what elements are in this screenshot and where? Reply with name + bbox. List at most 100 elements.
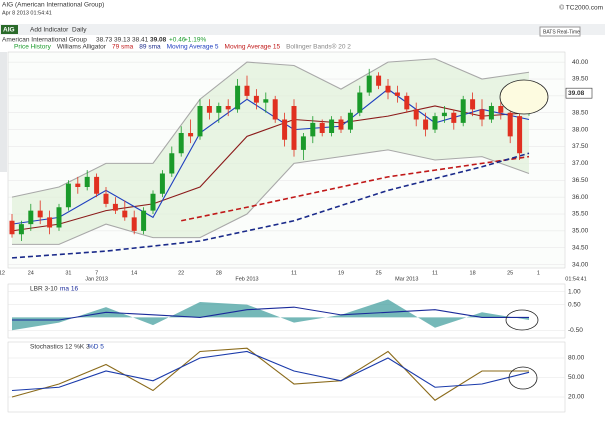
y-tick-label: 35.50 xyxy=(572,211,589,218)
candle-body xyxy=(244,85,250,96)
quote-pct: +1.19% xyxy=(184,37,206,44)
x-tick-label: 18 xyxy=(470,270,476,276)
candle-body xyxy=(28,210,34,225)
feed: BATS Real-Time xyxy=(543,29,580,35)
period[interactable]: Daily xyxy=(72,27,87,34)
legend-entry: Moving Average 5 xyxy=(167,44,219,51)
candle-body xyxy=(282,119,288,140)
candle-body xyxy=(94,176,100,194)
pane-title: LBR 3-10 xyxy=(30,286,58,293)
candle-body xyxy=(432,116,438,130)
candle-body xyxy=(460,99,466,123)
candle-body xyxy=(263,99,269,103)
pane-title: ma 16 xyxy=(60,286,78,293)
candle-body xyxy=(150,193,156,211)
annotation-ellipse xyxy=(505,309,539,331)
legend-entry: Moving Average 15 xyxy=(225,44,281,51)
x-tick-label: 11 xyxy=(432,270,438,276)
x-tick-label: 25 xyxy=(507,270,513,276)
pane-title: %D 5 xyxy=(88,344,104,351)
line xyxy=(11,347,529,401)
x-tick-label: 28 xyxy=(216,270,222,276)
symbol[interactable]: AIG xyxy=(3,27,15,34)
window-title: AIG (American International Group) xyxy=(2,2,104,9)
candle-body xyxy=(347,112,353,130)
candle-body xyxy=(56,207,62,228)
x-tick-label: Jan 2013 xyxy=(85,276,108,282)
candle-body xyxy=(47,217,53,228)
x-tick-label: Feb 2013 xyxy=(235,276,258,282)
symbol-box[interactable] xyxy=(1,25,18,34)
quote-name: American International Group xyxy=(2,37,87,44)
lbr-pane xyxy=(7,283,566,339)
candle-body xyxy=(197,106,203,137)
y-tick-label: 37.00 xyxy=(572,160,589,167)
x-tick-label: 19 xyxy=(338,270,344,276)
y-tick-label: 34.00 xyxy=(572,261,589,268)
candle-body xyxy=(122,210,128,218)
x-tick-label: 14 xyxy=(131,270,137,276)
candle-body xyxy=(216,106,222,113)
x-tick-label: Dec 2012 xyxy=(0,270,5,276)
candle-body xyxy=(272,99,278,120)
area xyxy=(12,299,529,331)
add-indicator[interactable]: Add Indicator xyxy=(30,27,69,34)
candle-body xyxy=(18,224,24,235)
candle-body xyxy=(169,153,175,174)
candle-body xyxy=(84,176,90,187)
x-tick-label: 31 xyxy=(65,270,71,276)
legend-entry: Price History xyxy=(14,44,52,51)
pane-title: Stochastics 12 %K 3 xyxy=(30,344,90,351)
x-tick-label: 01:54:41 xyxy=(565,276,586,282)
y-tick-label: 34.50 xyxy=(572,244,589,251)
last-price-box xyxy=(565,87,593,99)
candle-body xyxy=(253,95,259,103)
y-tick-label: -0.50 xyxy=(568,327,583,334)
candle-body xyxy=(413,109,419,120)
y-tick-label: 0.50 xyxy=(568,301,581,308)
candle-body xyxy=(451,112,457,123)
x-tick-label: 11 xyxy=(291,270,297,276)
y-tick-label: 36.00 xyxy=(572,194,589,201)
candle-body xyxy=(225,106,231,110)
annotation-ellipse xyxy=(508,366,538,390)
line xyxy=(11,105,530,232)
legend-entry: 89 sma xyxy=(139,44,161,51)
annotation-ellipse xyxy=(499,79,549,115)
candle-body xyxy=(366,75,372,93)
quote-low: 38.41 xyxy=(132,37,149,44)
candle-body xyxy=(423,119,429,130)
candle-body xyxy=(159,173,165,194)
candle-body xyxy=(103,193,109,204)
candle-body xyxy=(319,122,325,133)
candle-body xyxy=(131,217,137,231)
x-tick-label: 1 xyxy=(537,270,540,276)
stoch-pane xyxy=(7,341,566,413)
candle-body xyxy=(498,106,504,113)
candle-body xyxy=(300,136,306,150)
candle-body xyxy=(37,210,43,218)
candle-body xyxy=(357,92,363,113)
y-tick-label: 35.00 xyxy=(572,228,589,235)
candle-body xyxy=(376,75,382,86)
candle-body xyxy=(188,133,194,137)
last-price: 39.08 xyxy=(568,90,585,97)
candle-body xyxy=(394,92,400,96)
toolbar xyxy=(0,24,605,35)
y-tick-label: 1.00 xyxy=(568,288,581,295)
brand: © TC2000.com xyxy=(559,4,603,12)
candle-body xyxy=(507,112,513,137)
candle-body xyxy=(470,99,476,110)
candle-body xyxy=(517,116,523,154)
side-tabs[interactable] xyxy=(0,52,7,172)
y-tick-label: 50.00 xyxy=(568,374,585,381)
legend-entry: Williams Alligator xyxy=(57,44,107,51)
y-tick-label: 39.50 xyxy=(572,76,589,83)
quote-change: +0.46 xyxy=(169,37,186,44)
candle-body xyxy=(338,119,344,130)
line xyxy=(12,306,529,321)
quote-last: 39.08 xyxy=(150,37,167,44)
candle-body xyxy=(329,119,335,133)
x-tick-label: 25 xyxy=(376,270,382,276)
